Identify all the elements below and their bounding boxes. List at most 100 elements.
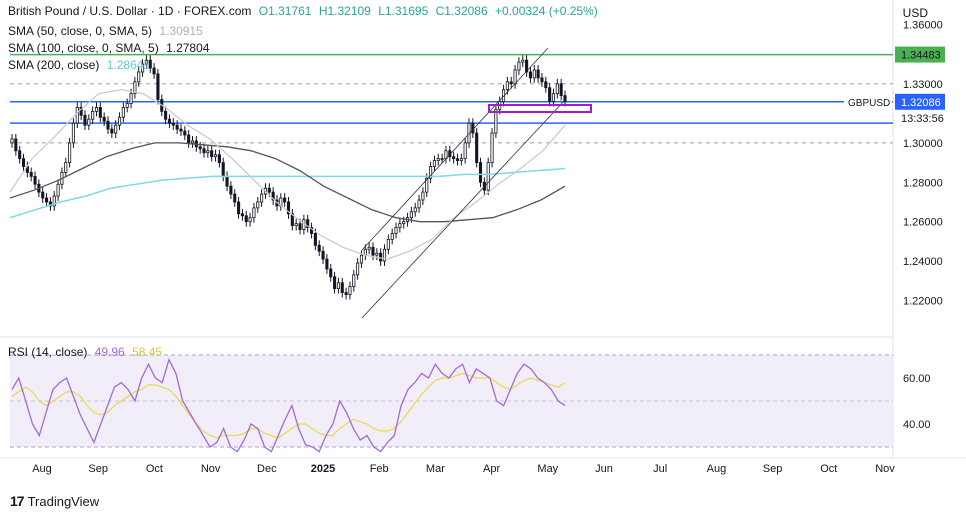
candle-body [425, 177, 429, 193]
candle-body [75, 107, 79, 124]
candle-body [206, 150, 210, 154]
candle-body [10, 138, 14, 144]
rsi-legend[interactable]: RSI (14, close) 49.96 58.45 [8, 345, 166, 359]
candle-body [417, 199, 421, 209]
candle-body [133, 81, 137, 95]
candle-body [356, 262, 360, 276]
tradingview-brand: TradingView [27, 493, 100, 509]
candle-body [167, 118, 172, 124]
price-tag-label: 1.34483 [901, 50, 941, 62]
candle-body [478, 162, 483, 183]
candle-body [152, 67, 156, 75]
candle-body [367, 246, 371, 250]
time-tick-label: Aug [707, 463, 727, 475]
candle-body [559, 83, 563, 97]
candle-body [344, 292, 348, 295]
candle-body [294, 223, 298, 227]
candle-body [190, 140, 195, 144]
candle-body [114, 124, 118, 134]
candle-body [563, 95, 567, 102]
candle-body [106, 120, 110, 130]
candle-body [52, 195, 56, 207]
candle-body [48, 201, 52, 207]
candle-body [217, 154, 221, 163]
currency-button[interactable]: USD [902, 6, 928, 20]
close-value: C1.32086 [435, 4, 488, 18]
candle-body [309, 227, 314, 234]
candle-body [267, 187, 271, 193]
time-tick-label: Apr [483, 463, 500, 475]
candle-body [505, 81, 509, 91]
rsi-line [11, 357, 566, 453]
candle-body [321, 250, 325, 260]
candle-body [125, 103, 129, 108]
candle-body [252, 207, 256, 219]
candle-body [402, 221, 406, 225]
candle-body [386, 238, 390, 250]
time-tick-label: Jun [595, 463, 613, 475]
sma100-line [9, 142, 566, 223]
candle-body [359, 254, 364, 264]
candle-body [244, 215, 248, 223]
price-tick-label: 1.33000 [903, 79, 943, 91]
candle-body [317, 244, 321, 252]
sma100-legend[interactable]: SMA (100, close, 0, SMA, 5) 1.27804 [8, 41, 213, 55]
candle-body [129, 93, 133, 104]
tradingview-logo[interactable]: 17 TradingView [10, 493, 99, 509]
candle-body [14, 138, 18, 152]
time-tick-label: Sep [88, 463, 108, 475]
candle-body [21, 158, 26, 167]
candle-body [298, 223, 302, 230]
price-tick-label: 1.30000 [903, 138, 943, 150]
candle-body [198, 146, 202, 150]
symbol-tag-bg [844, 94, 892, 109]
candle-body [436, 158, 440, 162]
low-value: L1.31695 [378, 4, 429, 18]
time-tick-label: Oct [820, 463, 837, 475]
candle-body [375, 252, 379, 256]
candle-body [409, 211, 413, 219]
candle-body [102, 116, 106, 122]
price-tag-label: 1.32086 [901, 97, 941, 109]
candle-body [183, 130, 187, 136]
time-tick-label: Nov [875, 463, 895, 475]
time-tick-label: Sep [763, 463, 783, 475]
candle-body [329, 268, 333, 278]
candle-body [144, 59, 148, 65]
rsi-value: 49.96 [94, 345, 125, 359]
high-value: H1.32109 [318, 4, 371, 18]
candle-body [333, 276, 337, 290]
sma50-value: 1.30915 [159, 24, 203, 38]
channel-upper-line [361, 47, 549, 251]
price-tick-label: 1.28000 [903, 177, 943, 189]
candle-body [525, 59, 529, 73]
change-value: +0.00324 (+0.25%) [495, 4, 598, 18]
candle-body [540, 77, 544, 83]
candle-body [41, 191, 45, 199]
sma50-legend[interactable]: SMA (50, close, 0, SMA, 5) 1.30915 [8, 24, 207, 38]
candle-body [471, 122, 475, 134]
sma100-value: 1.27804 [166, 41, 210, 55]
candle-body [148, 59, 152, 69]
price-tag-bg [895, 46, 945, 63]
time-tick-label: Mar [426, 463, 445, 475]
price-tick-label: 1.36000 [903, 20, 943, 32]
candle-body [398, 223, 402, 228]
symbol-title: British Pound / U.S. Dollar · 1D · FOREX… [8, 4, 252, 18]
candle-body [352, 274, 356, 288]
candle-body [225, 175, 229, 187]
candle-body [486, 162, 490, 191]
candle-body [379, 252, 383, 262]
time-tick-label: Aug [32, 463, 52, 475]
candle-body [71, 122, 75, 144]
rsi-tick-label: 40.00 [903, 419, 931, 431]
time-tick-label: Dec [257, 463, 277, 475]
candle-body [413, 207, 417, 213]
candle-body [390, 233, 394, 240]
candle-body [18, 150, 22, 160]
sma200-legend[interactable]: SMA (200, close) 1.28641 [8, 58, 154, 72]
candle-body [551, 93, 556, 102]
candle-body [171, 122, 175, 126]
channel-lower-line [361, 99, 566, 319]
